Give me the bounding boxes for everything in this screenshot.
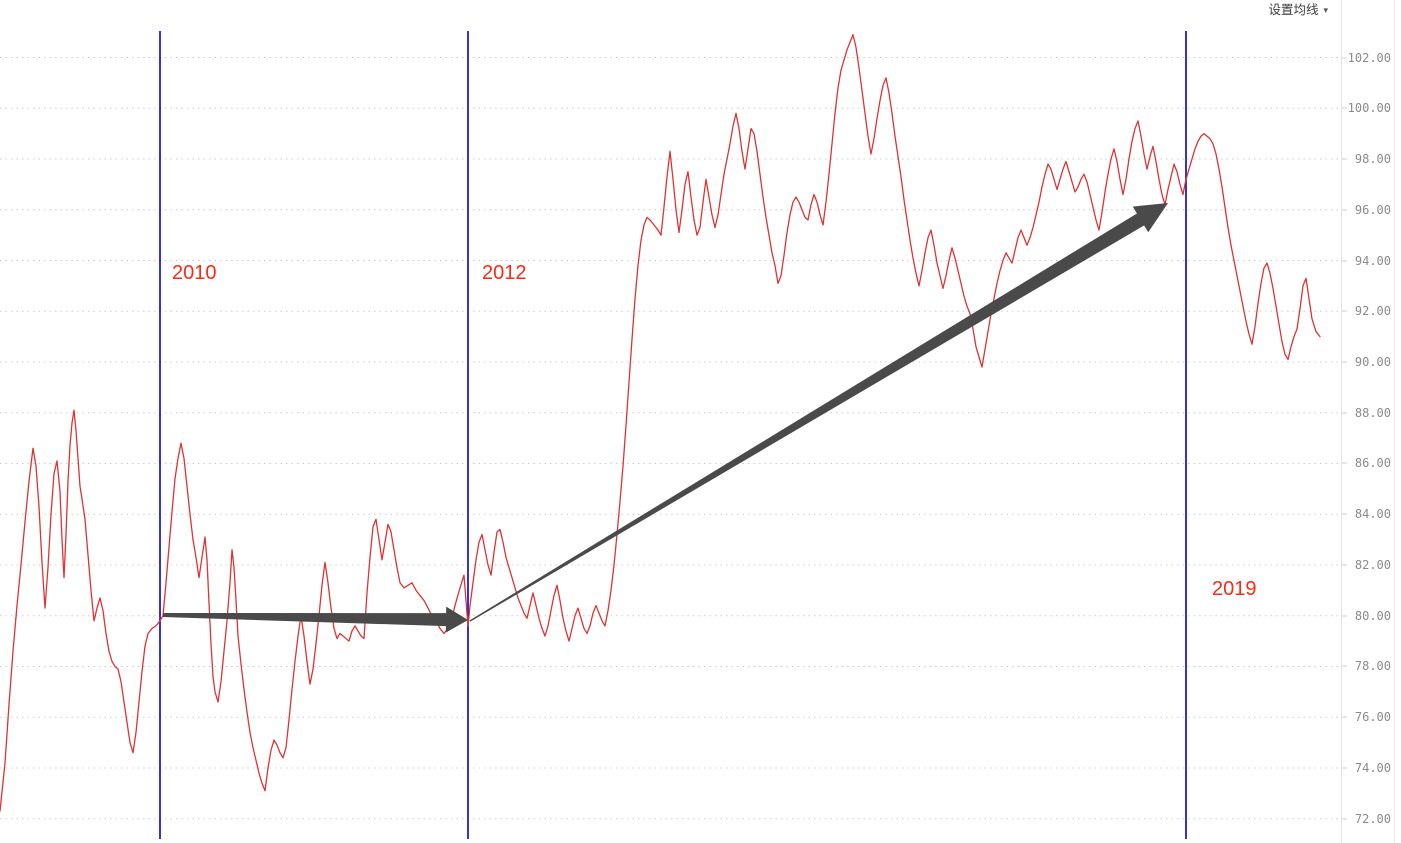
y-axis-tick-label: 102.00 <box>1347 50 1391 65</box>
y-axis-tick-mark <box>1342 310 1347 312</box>
y-axis-tick-mark <box>1342 615 1347 617</box>
price-chart-canvas <box>0 31 1341 839</box>
y-axis-tick-mark <box>1342 260 1347 261</box>
top-toolbar: 设置均线 ▾ <box>0 0 1401 23</box>
gridline-group <box>0 57 1341 820</box>
year-annotation-2010: 2010 <box>172 262 217 284</box>
y-axis-tick-mark <box>1342 665 1347 667</box>
moving-average-settings-label: 设置均线 <box>1268 3 1319 17</box>
y-axis-tick-label: 80.00 <box>1354 608 1391 623</box>
y-axis-tick-label: 84.00 <box>1354 507 1391 522</box>
chart-plot-area[interactable] <box>0 22 1341 839</box>
y-axis-tick-mark <box>1342 412 1347 414</box>
y-axis-tick-mark <box>1342 361 1347 363</box>
y-axis-tick-label: 74.00 <box>1354 760 1391 775</box>
y-axis-tick-label: 94.00 <box>1354 253 1391 268</box>
vertical-marker-group <box>159 31 1187 839</box>
y-axis-panel: 102.00 100.00 98.00 96.00 94.00 92.00 90.00 88.… <box>1341 0 1401 843</box>
y-axis-tick-label: 96.00 <box>1354 202 1391 217</box>
moving-average-settings-menu[interactable]: 设置均线 ▾ <box>1268 2 1328 19</box>
y-axis-tick-mark <box>1342 818 1347 820</box>
y-axis-tick-mark <box>1342 107 1347 109</box>
chevron-down-icon: ▾ <box>1323 5 1328 16</box>
y-axis-tick-mark <box>1342 57 1347 59</box>
y-axis-tick-mark <box>1342 564 1347 566</box>
trend-arrow-group <box>162 203 1168 633</box>
y-axis-tick-mark <box>1342 716 1347 718</box>
y-axis-tick-label: 86.00 <box>1354 456 1391 471</box>
y-axis-tick-label: 100.00 <box>1347 101 1391 116</box>
year-annotation-2019: 2019 <box>1212 578 1257 600</box>
y-axis-tick-label: 88.00 <box>1354 405 1391 420</box>
y-axis-tick-label: 82.00 <box>1354 557 1391 572</box>
y-axis-tick-mark <box>1342 158 1347 160</box>
y-axis-tick-mark <box>1342 513 1347 515</box>
uptrend-arrow <box>469 203 1168 622</box>
flat-trend-arrow <box>162 606 468 633</box>
y-axis-tick-label: 98.00 <box>1354 152 1391 166</box>
price-line-series <box>0 34 1321 812</box>
y-axis-tick-label: 90.00 <box>1354 354 1391 369</box>
y-axis-right-border <box>1394 0 1395 843</box>
y-axis-tick-label: 92.00 <box>1354 304 1391 319</box>
y-axis-tick-mark <box>1342 767 1347 769</box>
y-axis-tick-mark <box>1342 462 1347 464</box>
y-axis-tick-label: 72.00 <box>1354 811 1391 826</box>
y-axis-tick-label: 78.00 <box>1354 659 1391 674</box>
y-axis-tick-mark <box>1342 209 1347 211</box>
y-axis-tick-label: 76.00 <box>1354 710 1391 725</box>
year-annotation-2012: 2012 <box>482 262 527 284</box>
